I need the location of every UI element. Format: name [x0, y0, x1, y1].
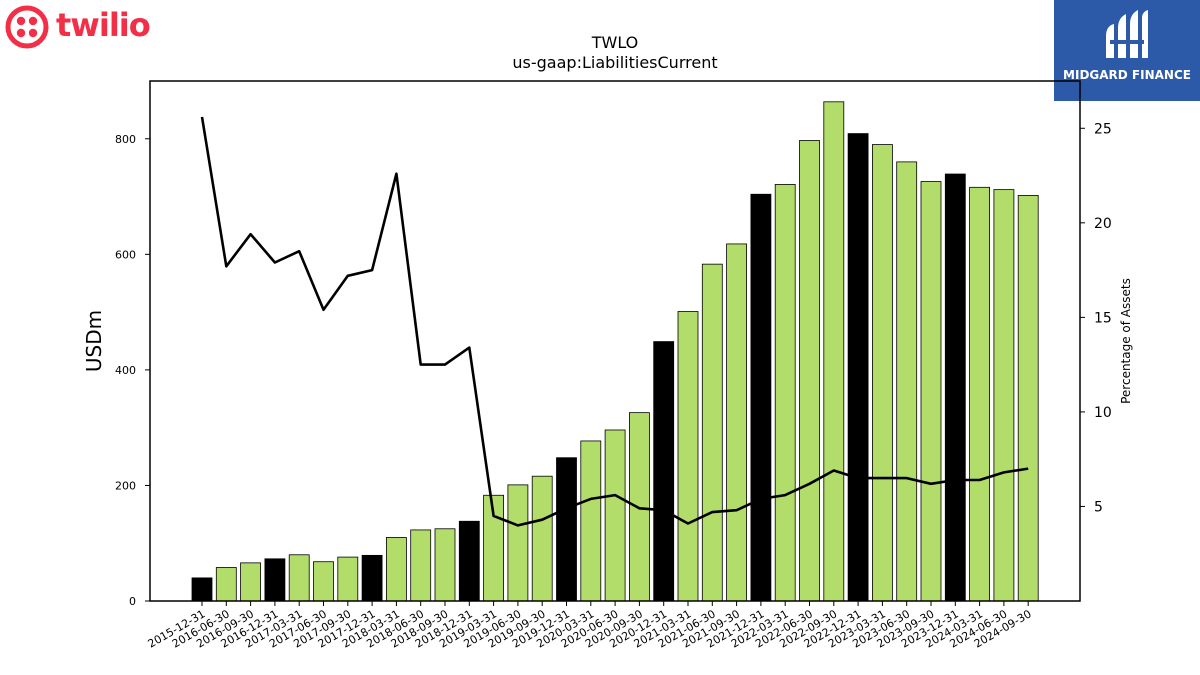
bar-2018-09-30 — [434, 528, 456, 602]
bar-2024-06-30 — [993, 189, 1015, 602]
bar-2020-06-30 — [604, 429, 626, 602]
bar-2017-09-30 — [337, 556, 359, 602]
bar-2018-06-30 — [410, 529, 432, 602]
bar-2023-06-30 — [896, 161, 918, 602]
bar-2022-12-31 — [847, 133, 869, 602]
bar-2016-09-30 — [240, 562, 262, 602]
bar-2023-12-31 — [944, 173, 966, 602]
bar-2017-12-31 — [361, 554, 383, 602]
y2-tick-label: 5 — [1094, 499, 1103, 515]
bar-2015-12-31 — [191, 577, 213, 602]
bar-2016-12-31 — [264, 558, 286, 602]
y-tick-label: 400 — [115, 364, 136, 377]
y-tick-label: 200 — [115, 479, 136, 492]
y-tick-label: 600 — [115, 248, 136, 261]
bar-2022-06-30 — [799, 140, 820, 602]
bar-2024-03-31 — [969, 186, 990, 602]
percentage-line — [200, 116, 1029, 527]
bar-2023-03-31 — [872, 144, 893, 602]
midgard-finance-logo: MIDGARD FINANCE — [1054, 0, 1200, 101]
y2-tick-label: 15 — [1094, 310, 1112, 326]
y2-tick-label: 20 — [1094, 216, 1112, 232]
bar-2018-03-31 — [385, 537, 407, 602]
y2-axis-label: Percentage of Assets — [1119, 278, 1133, 404]
bar-2022-09-30 — [823, 101, 845, 602]
midgard-mark-icon — [1106, 10, 1148, 58]
bar-series — [191, 101, 1039, 602]
y2-tick-label: 10 — [1094, 405, 1112, 421]
y-tick-label: 800 — [115, 133, 136, 146]
y-tick-label: 0 — [129, 595, 136, 608]
bar-2021-03-31 — [677, 311, 699, 602]
bar-2018-12-31 — [458, 520, 480, 602]
bar-2020-12-31 — [653, 341, 675, 602]
bar-2021-06-30 — [701, 263, 723, 602]
bar-2016-06-30 — [215, 567, 237, 602]
bar-2022-03-31 — [774, 184, 796, 602]
y2-tick-label: 25 — [1094, 121, 1112, 137]
twilio-mark-icon — [5, 5, 49, 49]
chart-subtitle: us-gaap:LiabilitiesCurrent — [512, 53, 717, 72]
twilio-wordmark: twilio — [56, 6, 151, 44]
line-series — [200, 116, 1029, 527]
bar-2020-03-31 — [580, 440, 602, 602]
bar-2017-03-31 — [288, 554, 310, 602]
bar-2024-09-30 — [1017, 194, 1039, 602]
twilio-logo: twilio — [4, 4, 164, 50]
bar-2021-12-31 — [750, 193, 772, 602]
bar-2019-09-30 — [531, 475, 553, 602]
midgard-wordmark: MIDGARD FINANCE — [1063, 68, 1191, 82]
chart-title: TWLO — [591, 33, 639, 52]
bar-2017-06-30 — [313, 561, 334, 602]
bar-2019-12-31 — [556, 457, 577, 602]
bar-2021-09-30 — [726, 243, 747, 602]
bar-2019-06-30 — [507, 484, 529, 602]
y-axis-label: USDm — [82, 310, 106, 372]
bar-2023-09-30 — [920, 181, 942, 602]
